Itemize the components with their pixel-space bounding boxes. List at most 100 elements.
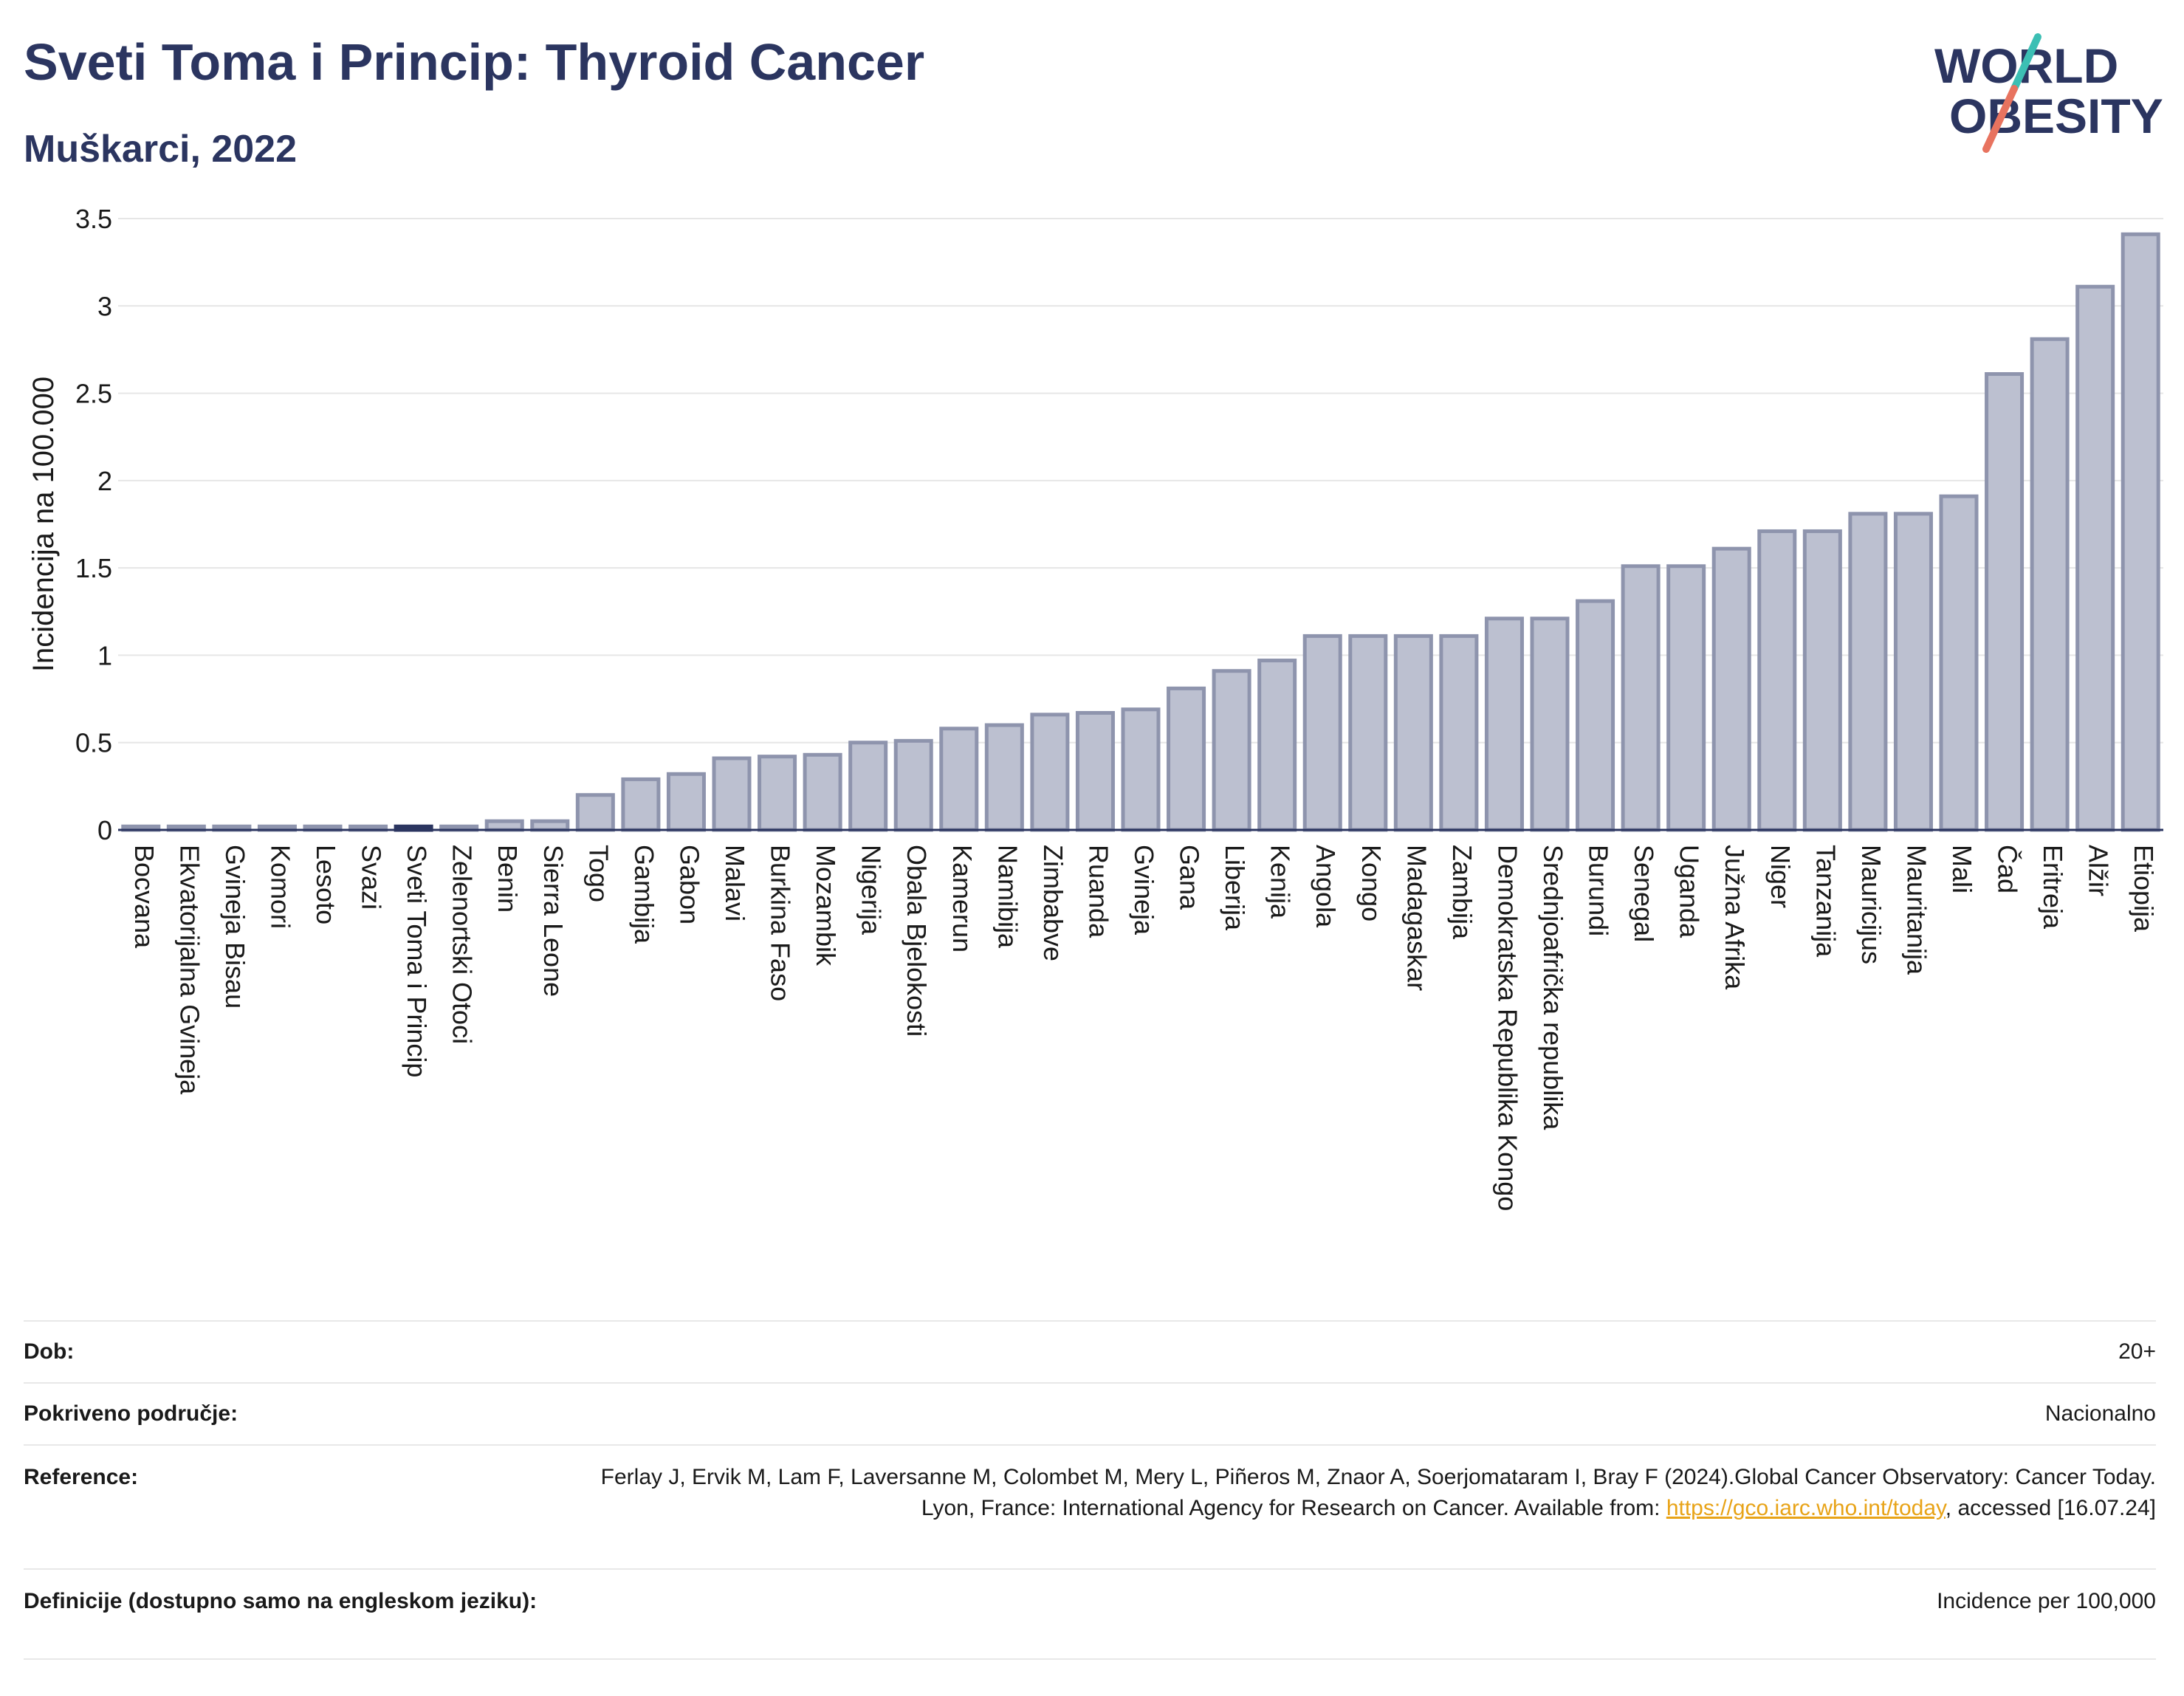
bar-zambija[interactable] xyxy=(1439,634,1479,832)
bar-niger[interactable] xyxy=(1757,529,1797,832)
x-tick-label: Kenija xyxy=(1266,845,1296,919)
x-tick-label: Bocvana xyxy=(129,845,159,949)
info-label: Reference: xyxy=(24,1465,139,1489)
bar-madagaskar[interactable] xyxy=(1393,634,1433,832)
bar-čad[interactable] xyxy=(1985,372,2025,832)
world-obesity-logo: WORLD OBESITY xyxy=(1934,33,2163,153)
chart-subtitle: Muškarci, 2022 xyxy=(24,128,298,171)
bar-ruanda[interactable] xyxy=(1075,710,1115,832)
x-tick-label: Gabon xyxy=(674,845,704,924)
bar-burkina-faso[interactable] xyxy=(758,755,797,832)
bar-gabon[interactable] xyxy=(666,772,706,832)
y-tick-label: 0 xyxy=(97,815,112,845)
x-tick-label: Alžir xyxy=(2084,845,2114,896)
x-tick-label: Kamerun xyxy=(947,845,978,952)
info-value: Incidence per 100,000 xyxy=(1937,1589,2156,1613)
bar-benin[interactable] xyxy=(484,819,524,832)
bar-chart: 0 0.5 1 1.5 2 2.5 3 3.5 Bocvana Ekvatorijalna Gv… xyxy=(27,204,2163,1211)
bar-liberija[interactable] xyxy=(1212,669,1251,832)
x-tick-label: Benin xyxy=(492,845,523,913)
x-tick-label: Tanzanija xyxy=(1810,845,1841,958)
logo-line2: OBESITY xyxy=(1949,89,2163,143)
x-tick-label: Mozambik xyxy=(811,845,841,967)
logo-slash-bottom xyxy=(1982,85,2018,153)
y-tick-label: 3.5 xyxy=(75,204,112,234)
x-tick-label: Komori xyxy=(265,845,295,929)
bar-gambija[interactable] xyxy=(621,777,661,832)
bar-mauritanija[interactable] xyxy=(1893,512,1933,832)
bar-mali[interactable] xyxy=(1939,494,1979,832)
bar-tanzanija[interactable] xyxy=(1802,529,1842,832)
bar-etiopija[interactable] xyxy=(2121,232,2160,832)
bar-srednjoafrička-republika[interactable] xyxy=(1530,617,1570,832)
x-tick-label: Madagaskar xyxy=(1401,845,1432,991)
x-tick-label: Srednjoafrička republika xyxy=(1538,845,1568,1130)
info-label: Pokriveno područje: xyxy=(24,1401,238,1426)
reference-link[interactable]: https://gco.iarc.who.int/today xyxy=(1666,1496,1946,1520)
x-tick-label: Gvineja Bisau xyxy=(220,845,250,1009)
bar-sierra-leone[interactable] xyxy=(530,819,570,832)
bar-malavi[interactable] xyxy=(712,756,752,832)
reference-accessed: , accessed [16.07.24] xyxy=(1945,1496,2156,1520)
bars xyxy=(121,232,2160,832)
y-tick-label: 1 xyxy=(97,640,112,670)
info-row-definitions: Definicije (dostupno samo na engleskom j… xyxy=(24,1568,2156,1660)
x-tick-label: Mauritanija xyxy=(1901,845,1931,975)
bar-mozambik[interactable] xyxy=(803,752,842,832)
x-tick-label: Južna Afrika xyxy=(1720,845,1750,990)
info-row-age: Dob: 20+ xyxy=(24,1320,2156,1382)
bar-togo[interactable] xyxy=(575,793,615,832)
x-tick-label: Demokratska Republika Kongo xyxy=(1492,845,1522,1211)
bar-obala-bjelokosti[interactable] xyxy=(893,738,933,832)
x-tick-label: Obala Bjelokosti xyxy=(902,845,932,1037)
bar-angola[interactable] xyxy=(1302,634,1342,832)
x-tick-label: Gvineja xyxy=(1129,845,1159,935)
bar-alžir[interactable] xyxy=(2075,284,2115,832)
x-tick-label: Zambija xyxy=(1447,845,1477,940)
x-tick-label: Etiopija xyxy=(2129,845,2159,933)
info-row-reference: Reference: Ferlay J, Ervik M, Lam F, Lav… xyxy=(24,1444,2156,1568)
bar-kamerun[interactable] xyxy=(939,727,979,832)
bar-demokratska-republika-kongo[interactable] xyxy=(1484,617,1524,832)
x-tick-label: Mauricijus xyxy=(1856,845,1886,964)
x-tick-label: Kongo xyxy=(1356,845,1387,921)
bar-nigerija[interactable] xyxy=(848,741,888,832)
x-tick-label: Sierra Leone xyxy=(538,845,569,997)
x-tick-label: Nigerija xyxy=(856,845,887,935)
chart-title: Sveti Toma i Princip: Thyroid Cancer xyxy=(24,33,925,91)
x-tick-label: Burkina Faso xyxy=(766,845,796,1001)
bar-burundi[interactable] xyxy=(1576,599,1615,832)
bar-mauricijus[interactable] xyxy=(1848,512,1888,832)
bar-senegal[interactable] xyxy=(1621,564,1661,832)
x-tick-label: Zimbabve xyxy=(1038,845,1068,961)
bar-kenija[interactable] xyxy=(1257,659,1297,832)
x-tick-label: Čad xyxy=(1993,845,2023,893)
bar-južna-afrika[interactable] xyxy=(1711,546,1751,832)
info-value: Nacionalno xyxy=(2044,1401,2156,1426)
info-row-coverage: Pokriveno područje: Nacionalno xyxy=(24,1382,2156,1444)
x-tick-label: Angola xyxy=(1311,845,1341,928)
x-tick-label: Burundi xyxy=(1584,845,1614,936)
y-tick-label: 1.5 xyxy=(75,553,112,583)
logo-slash-top xyxy=(2010,33,2042,92)
x-tick-label: Togo xyxy=(583,845,614,902)
reference-text: Ferlay J, Ervik M, Lam F, Laversanne M, … xyxy=(600,1465,2156,1520)
y-tick-label: 3 xyxy=(97,291,112,321)
bar-gana[interactable] xyxy=(1167,686,1206,832)
x-tick-label: Uganda xyxy=(1675,845,1705,938)
y-tick-label: 2 xyxy=(97,466,112,496)
x-tick-label: Sveti Toma i Princip xyxy=(402,845,432,1077)
bar-namibija[interactable] xyxy=(984,723,1024,832)
bar-gvineja[interactable] xyxy=(1121,707,1161,832)
bar-kongo[interactable] xyxy=(1348,634,1388,832)
x-tick-label: Senegal xyxy=(1629,845,1659,942)
y-tick-label: 0.5 xyxy=(75,728,112,758)
x-tick-label: Eritreja xyxy=(2038,845,2068,930)
bar-eritreja[interactable] xyxy=(2030,337,2070,832)
bar-zimbabve[interactable] xyxy=(1030,713,1070,832)
x-tick-label: Gana xyxy=(1175,845,1205,910)
x-tick-label: Namibija xyxy=(992,845,1023,949)
bar-uganda[interactable] xyxy=(1666,564,1706,832)
x-tick-label: Gambija xyxy=(629,845,659,944)
x-tick-label: Mali xyxy=(1947,845,1977,893)
